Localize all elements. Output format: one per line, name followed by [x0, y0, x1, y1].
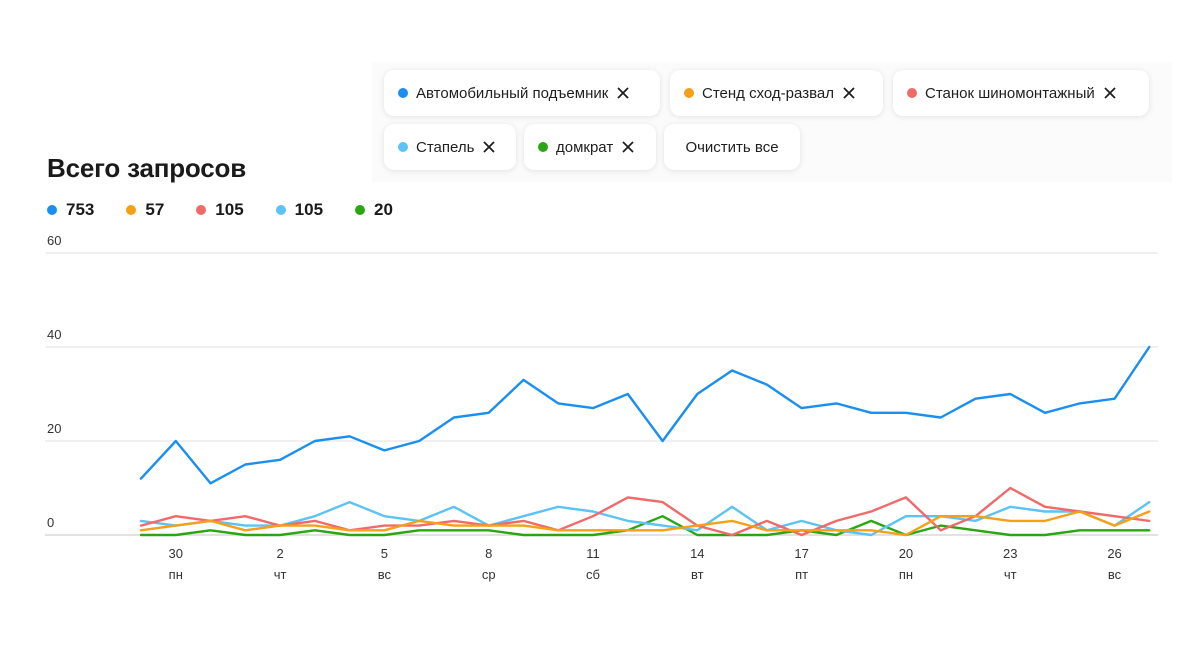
close-icon[interactable]: [842, 86, 856, 100]
x-tick-weekday: сб: [586, 567, 600, 582]
legend-dot: [275, 205, 286, 215]
legend-item: 20: [355, 200, 393, 220]
x-tick-weekday: чт: [1004, 567, 1017, 582]
series-color-dot: [538, 142, 548, 152]
legend-dot: [196, 205, 207, 215]
legend-total: 753: [66, 200, 95, 219]
clear-all-label: Очистить все: [685, 138, 779, 156]
legend-dot: [355, 205, 366, 215]
legend-total: 57: [145, 200, 165, 219]
x-tick-weekday: чт: [274, 567, 287, 582]
legend-item: 753: [47, 200, 94, 220]
filter-chip-tire-changer[interactable]: Станок шиномонтажный: [893, 70, 1149, 116]
filter-chip-label: Стапель: [416, 138, 475, 156]
filter-panel: Автомобильный подъемник Стенд сход-разва…: [372, 62, 1172, 182]
filter-chip-label: Стенд сход-развал: [702, 84, 834, 102]
y-tick-label: 60: [47, 233, 61, 248]
series-color-dot: [907, 88, 917, 98]
x-tick-day: 11: [586, 546, 600, 561]
x-tick-day: 17: [794, 546, 808, 561]
filter-chip-lift[interactable]: Автомобильный подъемник: [384, 70, 660, 116]
filter-chip-jack[interactable]: домкрат: [524, 124, 656, 170]
x-tick-day: 23: [1003, 546, 1017, 561]
legend-item: 57: [126, 200, 164, 220]
x-tick-weekday: пт: [795, 567, 808, 582]
series-line: [139, 510, 1151, 537]
filter-chip-label: Автомобильный подъемник: [416, 84, 609, 102]
legend-item: 105: [196, 200, 244, 220]
y-tick-label: 20: [47, 421, 61, 436]
close-icon[interactable]: [1103, 86, 1117, 100]
close-icon[interactable]: [482, 140, 496, 154]
x-tick-weekday: пн: [899, 567, 913, 582]
x-tick-day: 30: [169, 546, 183, 561]
legend-dot: [126, 205, 137, 215]
x-tick-weekday: вт: [691, 567, 704, 582]
y-tick-label: 40: [47, 327, 61, 342]
x-tick-day: 5: [381, 546, 388, 561]
legend-dot: [47, 205, 57, 215]
legend-total: 20: [374, 200, 393, 219]
filter-chip-alignment-stand[interactable]: Стенд сход-развал: [670, 70, 883, 116]
series-color-dot: [398, 88, 408, 98]
series-color-dot: [398, 142, 408, 152]
chart-legend: 753 57 105 105 20: [47, 200, 425, 220]
x-tick-day: 14: [690, 546, 704, 561]
filter-chip-label: домкрат: [556, 138, 614, 156]
x-tick-day: 20: [899, 546, 913, 561]
filter-chip-label: Станок шиномонтажный: [925, 84, 1095, 102]
series-color-dot: [684, 88, 694, 98]
close-icon[interactable]: [616, 86, 630, 100]
legend-total: 105: [215, 200, 244, 219]
x-tick-weekday: вс: [1108, 567, 1122, 582]
y-tick-label: 0: [47, 515, 54, 530]
chart-title: Всего запросов: [47, 153, 246, 183]
x-tick-weekday: вс: [378, 567, 392, 582]
legend-total: 105: [294, 200, 324, 219]
filter-chip-frame-straightener[interactable]: Стапель: [384, 124, 516, 170]
series-line: [139, 345, 1151, 485]
x-tick-day: 26: [1107, 546, 1121, 561]
series-line: [139, 500, 1151, 537]
series-line: [139, 486, 1151, 537]
x-tick-day: 2: [276, 546, 283, 561]
x-tick-day: 8: [485, 546, 492, 561]
clear-all-button[interactable]: Очистить все: [664, 124, 800, 170]
close-icon[interactable]: [621, 140, 635, 154]
x-tick-weekday: пн: [169, 567, 183, 582]
x-tick-weekday: ср: [482, 567, 496, 582]
legend-item: 105: [275, 200, 324, 220]
